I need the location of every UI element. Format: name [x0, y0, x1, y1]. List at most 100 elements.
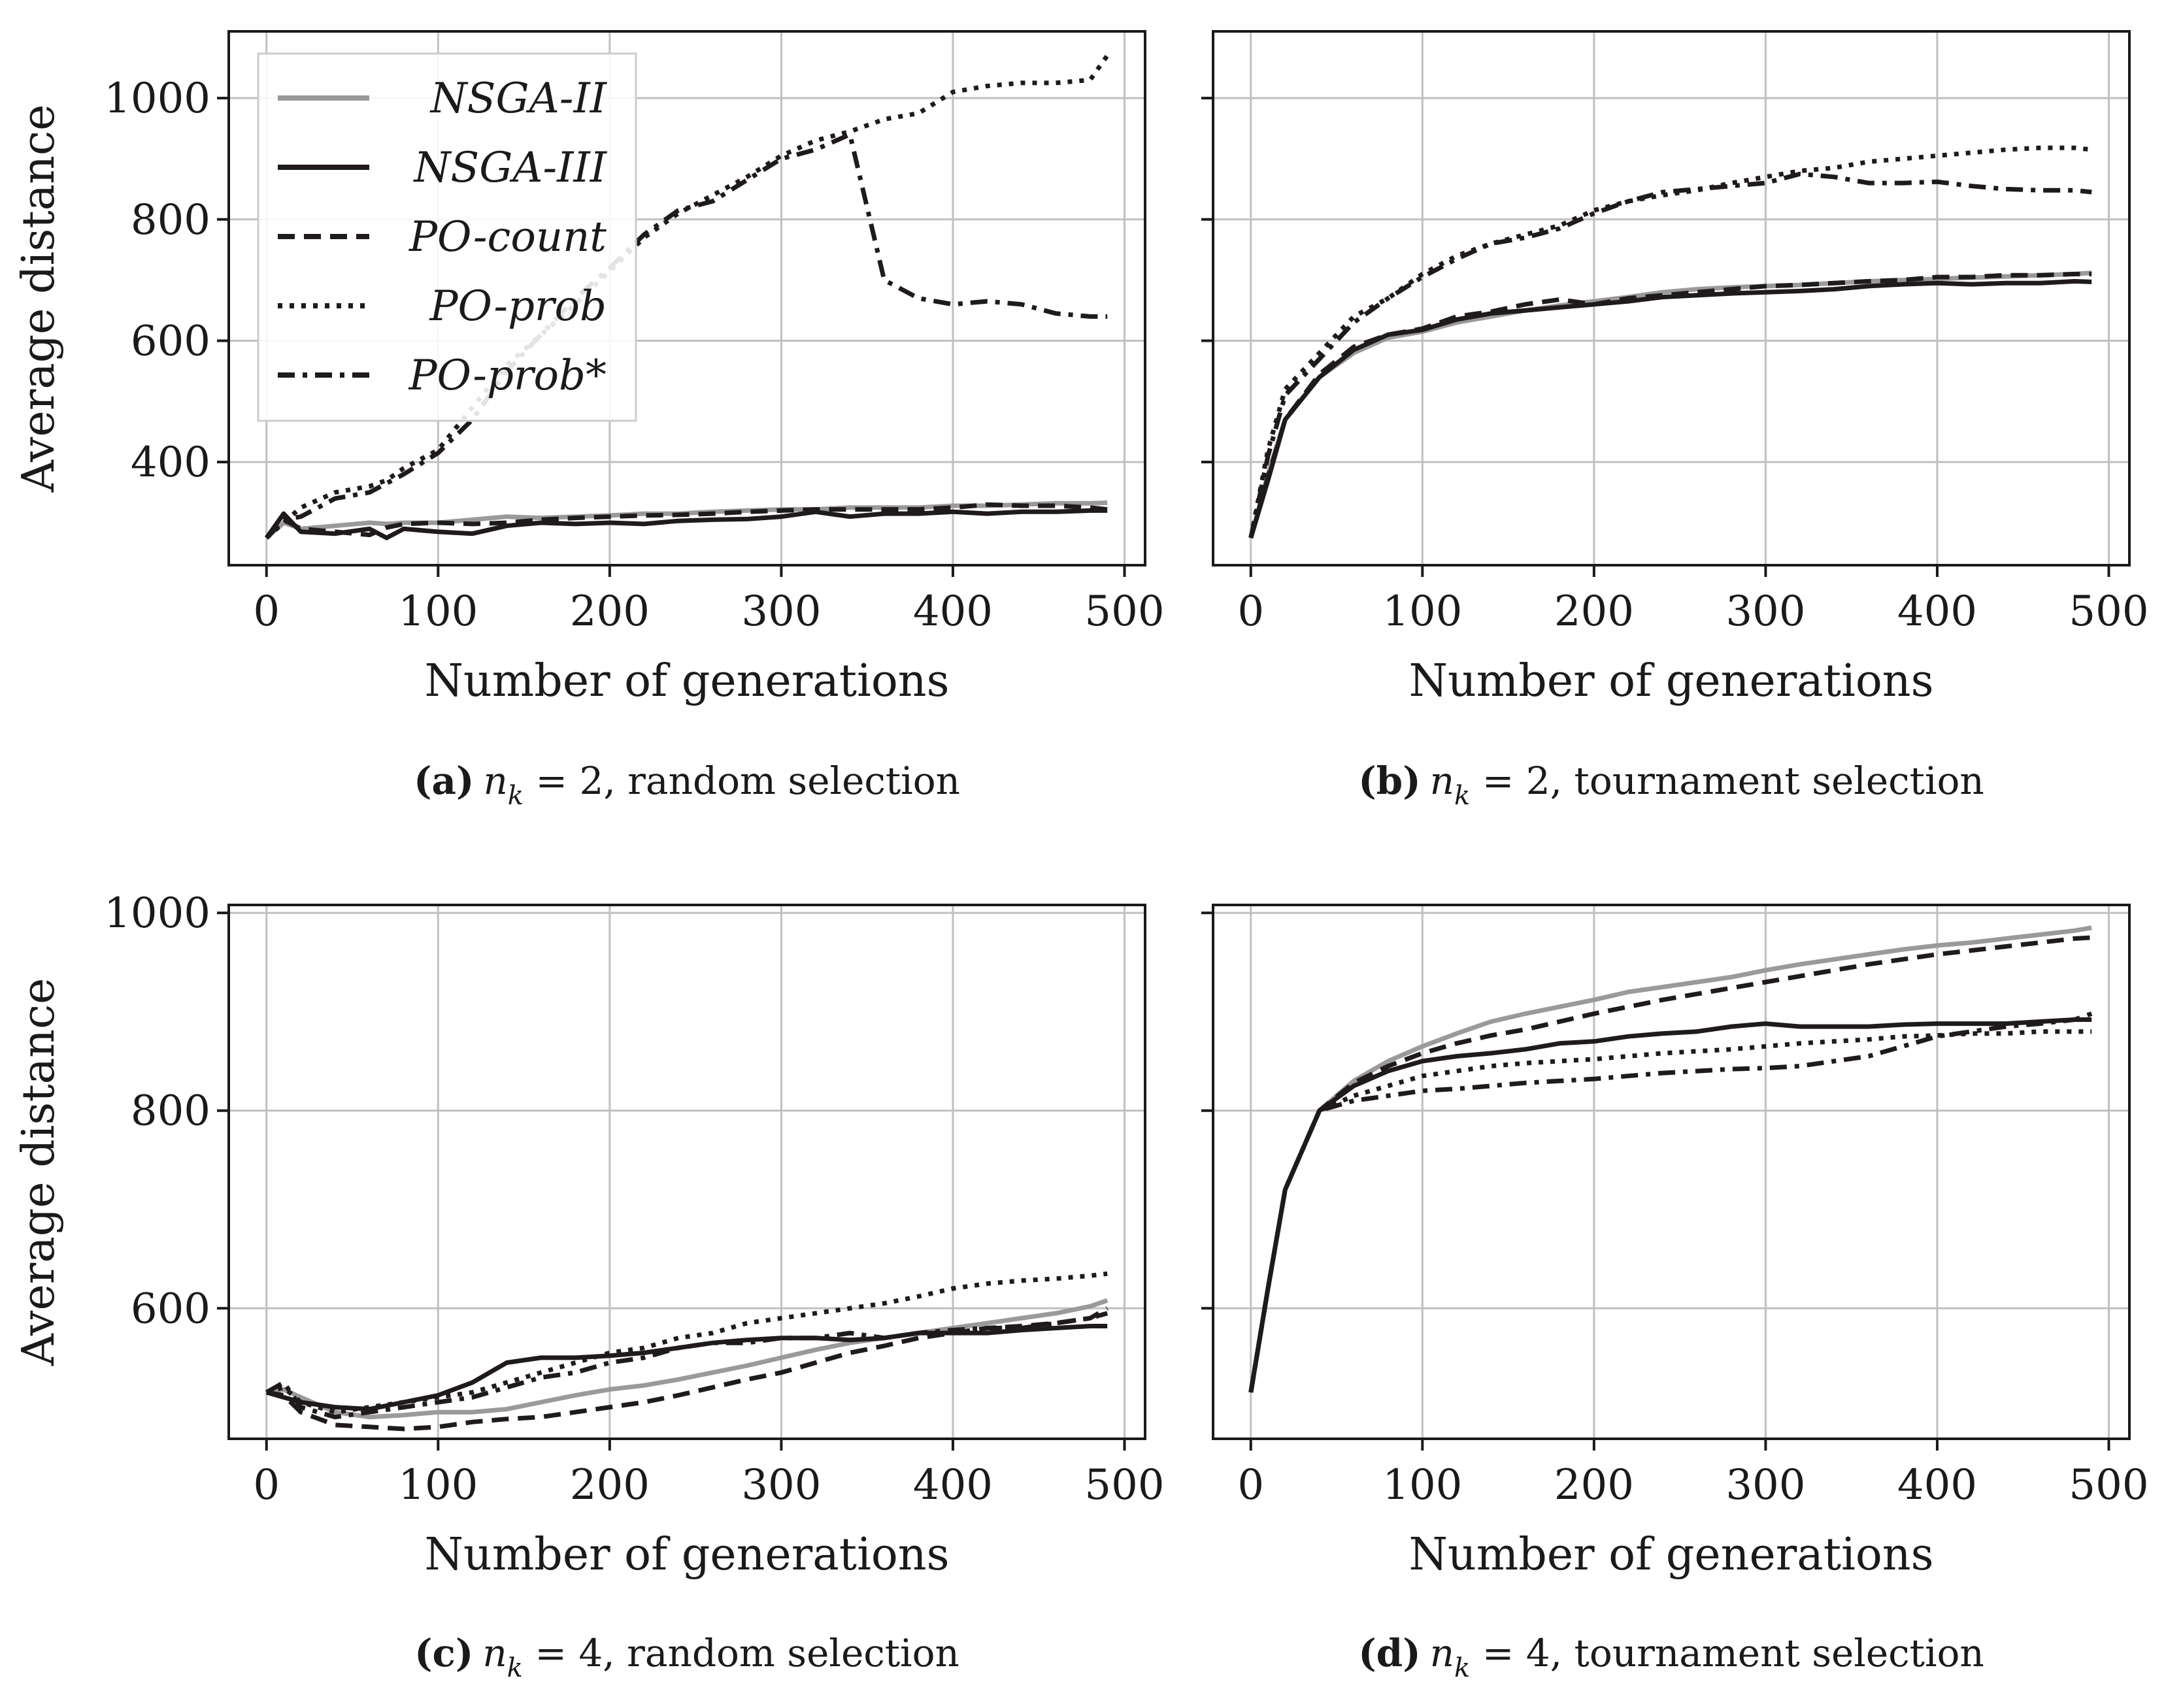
legend: NSGA-II NSGA-III PO-count PO-prob PO-prob*	[257, 52, 637, 422]
x-tick-label: 300	[1725, 587, 1805, 636]
x-axis-label: Number of generations	[425, 1529, 950, 1581]
panel-a: 0 100 200 300 400 500 400 600 800 1000 Number of g…	[13, 30, 1165, 811]
caption-variable: n	[1430, 759, 1454, 803]
legend-label: PO-prob*	[408, 352, 607, 400]
y-tick-label: 1000	[104, 889, 210, 938]
x-axis-label: Number of generations	[1409, 655, 1934, 707]
x-tick-label: 500	[2069, 587, 2148, 636]
x-tick-label: 400	[1897, 1461, 1977, 1509]
legend-item: PO-prob	[278, 282, 607, 331]
series-line-po-prob	[265, 1311, 1108, 1420]
series-line-nsga-iii	[264, 508, 1108, 540]
y-tick-label: 400	[131, 438, 210, 487]
caption-subscript: k	[507, 1653, 523, 1683]
series-group	[1248, 145, 2092, 539]
axes-frame	[227, 904, 1146, 1440]
panel-caption: (a) nk = 2, random selection	[414, 759, 960, 811]
series-line-nsga-iii	[1248, 279, 2092, 539]
grid-b	[1213, 31, 2129, 565]
axes-frame	[227, 30, 1146, 567]
legend-label: PO-count	[408, 213, 607, 261]
series-line-po-prob	[1248, 1029, 2092, 1393]
x-tick-label: 500	[1084, 1461, 1164, 1509]
x-tick-label: 300	[741, 1461, 821, 1509]
x-tick-label: 200	[570, 587, 650, 636]
caption-subscript: k	[1454, 781, 1470, 811]
caption-text: = 2, random selection	[524, 759, 960, 803]
x-tick-label: 400	[913, 587, 993, 636]
grid-d	[1213, 905, 2129, 1439]
panel-caption: (c) nk = 4, random selection	[414, 1631, 959, 1683]
series-line-po-count	[265, 502, 1108, 540]
x-tick-label: 500	[2069, 1461, 2148, 1509]
legend-item: PO-prob*	[278, 352, 607, 400]
caption-variable: n	[482, 1631, 507, 1675]
x-axis-label: Number of generations	[1409, 1529, 1934, 1581]
caption-text: = 2, tournament selection	[1470, 759, 1984, 803]
legend-item: PO-count	[278, 213, 607, 261]
x-tick-label: 100	[398, 587, 478, 636]
y-tick-label: 800	[131, 1087, 210, 1136]
x-tick-label: 100	[398, 1461, 478, 1509]
x-tick-label: 0	[253, 587, 280, 636]
x-tick-label: 400	[1897, 587, 1977, 636]
series-line-po-count	[1248, 271, 2092, 539]
series-line-po-prob	[1248, 171, 2092, 538]
panel-caption: (b) nk = 2, tournament selection	[1358, 759, 1984, 811]
x-tick-label: 300	[741, 587, 821, 636]
x-tick-label: 500	[1084, 587, 1164, 636]
series-group	[264, 54, 1110, 540]
x-tick-label: 400	[913, 1461, 993, 1509]
x-tick-label: 200	[1554, 587, 1634, 636]
legend-label: PO-prob	[429, 282, 607, 331]
series-group	[265, 1271, 1108, 1432]
y-axis-label: Average distance	[13, 105, 65, 493]
series-line-po-prob	[265, 132, 1108, 540]
series-line-nsga-ii	[1248, 925, 2092, 1393]
x-tick-label: 0	[1237, 587, 1264, 636]
x-tick-label: 100	[1382, 587, 1462, 636]
caption-variable: n	[483, 759, 507, 803]
legend-label: NSGA-II	[429, 74, 608, 123]
legend-label: NSGA-III	[412, 144, 607, 192]
legend-item: NSGA-III	[278, 144, 608, 192]
caption-subscript: k	[508, 781, 524, 811]
x-tick-label: 0	[253, 1461, 280, 1509]
y-tick-label: 600	[131, 1285, 210, 1333]
panel-c: 0 100 200 300 400 500 600 800 1000 Number of gene…	[13, 889, 1165, 1683]
panel-b: 0 100 200 300 400 500 Number of generations (b)…	[1201, 30, 2149, 811]
caption-label: (b)	[1358, 759, 1420, 803]
caption-label: (a)	[414, 759, 474, 803]
caption-text: = 4, tournament selection	[1470, 1631, 1984, 1675]
legend-box	[257, 52, 637, 422]
series-line-nsga-iii	[1248, 1017, 2092, 1393]
axes-frame	[1212, 30, 2131, 567]
y-tick-label: 1000	[104, 74, 210, 123]
x-tick-label: 200	[570, 1461, 650, 1509]
panel-d: 0 100 200 300 400 500 Number of generations (d)…	[1201, 904, 2149, 1683]
series-line-nsga-ii	[1248, 271, 2092, 539]
legend-item: NSGA-II	[278, 74, 608, 123]
caption-subscript: k	[1454, 1653, 1470, 1683]
series-line-po-count	[266, 1306, 1108, 1432]
series-line-po-prob	[1248, 1011, 2093, 1393]
caption-variable: n	[1430, 1631, 1454, 1675]
x-tick-label: 0	[1237, 1461, 1264, 1509]
x-axis-label: Number of generations	[425, 655, 950, 707]
x-tick-label: 300	[1725, 1461, 1805, 1509]
series-line-po-count	[1248, 935, 2092, 1393]
x-tick-label: 200	[1554, 1461, 1634, 1509]
y-tick-label: 800	[131, 196, 210, 244]
series-line-nsga-ii	[266, 1298, 1108, 1420]
panel-caption: (d) nk = 4, tournament selection	[1358, 1631, 1984, 1683]
caption-label: (d)	[1358, 1631, 1420, 1675]
series-group	[1248, 925, 2093, 1393]
axes-frame	[1212, 904, 2131, 1440]
grid-c	[229, 905, 1145, 1439]
y-tick-label: 600	[131, 317, 210, 365]
series-line-po-prob	[265, 1271, 1108, 1415]
x-tick-label: 100	[1382, 1461, 1462, 1509]
caption-text: = 4, random selection	[523, 1631, 959, 1675]
y-axis-label: Average distance	[13, 978, 65, 1367]
